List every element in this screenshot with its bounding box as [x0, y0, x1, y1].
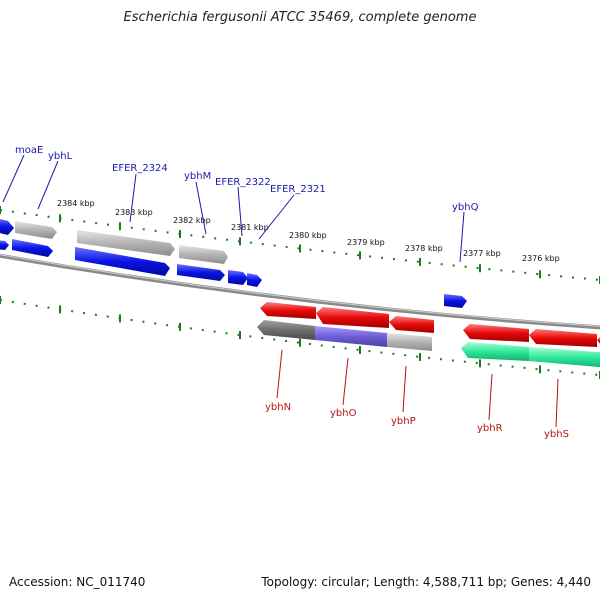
reverse-label-lines	[276, 349, 559, 428]
reverse-gene-labels: ybhN ybhO ybhP ybhR ybhS	[265, 402, 569, 440]
gene-arrow-icon[interactable]	[461, 342, 529, 361]
gene-label[interactable]: ybhM	[184, 171, 211, 182]
gene-arrow-icon[interactable]	[389, 316, 434, 333]
gene-label[interactable]: ybhP	[391, 416, 416, 427]
reverse-strand-genes	[260, 302, 600, 349]
gene-arrow-icon[interactable]	[0, 240, 9, 250]
gene-arrow-icon[interactable]	[529, 347, 600, 368]
upper-tick-track	[0, 209, 600, 281]
gene-arrow-icon[interactable]	[75, 247, 170, 276]
gene-label[interactable]: EFER_2321	[270, 184, 326, 195]
gene-arrow-icon[interactable]	[444, 294, 467, 308]
reverse-strand-cog-genes	[257, 320, 600, 368]
gene-arrow-icon[interactable]	[316, 307, 389, 328]
gene-label[interactable]: ybhR	[477, 423, 503, 434]
gene-arrow-icon[interactable]	[387, 333, 432, 351]
gene-arrow-icon[interactable]	[15, 221, 57, 239]
gene-arrow-icon[interactable]	[529, 329, 597, 347]
forward-strand-gray-genes	[15, 221, 228, 264]
gene-arrow-icon[interactable]	[179, 245, 228, 264]
kbp-labels: 2384 kbp 2383 kbp 2382 kbp 2381 kbp 2380…	[57, 199, 560, 263]
gene-arrow-icon[interactable]	[177, 264, 225, 281]
genome-backbone-highlight	[0, 254, 600, 327]
kbp-label: 2383 kbp	[115, 208, 153, 217]
gene-label[interactable]: ybhL	[48, 151, 73, 162]
gene-arrow-icon[interactable]	[597, 334, 600, 349]
accession-text: Accession: NC_011740	[9, 575, 146, 589]
genome-title: Escherichia fergusonii ATCC 35469, compl…	[123, 10, 477, 25]
gene-arrow-icon[interactable]	[463, 324, 529, 342]
kbp-label: 2376 kbp	[522, 254, 560, 263]
forward-label-lines	[2, 154, 465, 263]
forward-gene-labels: moaE ybhL EFER_2324 ybhM EFER_2322 EFER_…	[15, 145, 479, 213]
gene-label[interactable]: EFER_2324	[112, 163, 168, 174]
gene-arrow-icon[interactable]	[257, 320, 315, 340]
lower-tick-track	[0, 299, 600, 376]
kbp-label: 2382 kbp	[173, 216, 211, 225]
gene-label[interactable]: ybhN	[265, 402, 291, 413]
gene-label[interactable]: ybhQ	[452, 202, 479, 213]
lower-major-ticks	[0, 296, 600, 379]
gene-arrow-icon[interactable]	[228, 270, 248, 285]
kbp-label: 2377 kbp	[463, 249, 501, 258]
genome-summary-text: Topology: circular; Length: 4,588,711 bp…	[261, 575, 591, 589]
kbp-label: 2379 kbp	[347, 238, 385, 247]
forward-strand-genes	[0, 218, 467, 308]
gene-arrow-icon[interactable]	[12, 239, 53, 257]
genome-backbone	[0, 253, 600, 330]
gene-arrow-icon[interactable]	[260, 302, 316, 319]
gene-arrow-icon[interactable]	[77, 230, 175, 256]
gene-arrow-icon[interactable]	[315, 326, 387, 347]
kbp-label: 2380 kbp	[289, 231, 327, 240]
gene-label[interactable]: ybhO	[330, 408, 357, 419]
kbp-label: 2378 kbp	[405, 244, 443, 253]
kbp-label: 2384 kbp	[57, 199, 95, 208]
gene-label[interactable]: EFER_2322	[215, 177, 271, 188]
upper-major-ticks	[0, 206, 600, 284]
gene-label[interactable]: moaE	[15, 145, 43, 156]
gene-arrow-icon[interactable]	[0, 218, 14, 235]
gene-arrow-icon[interactable]	[247, 273, 262, 287]
kbp-label: 2381 kbp	[231, 223, 269, 232]
gene-label[interactable]: ybhS	[544, 429, 569, 440]
